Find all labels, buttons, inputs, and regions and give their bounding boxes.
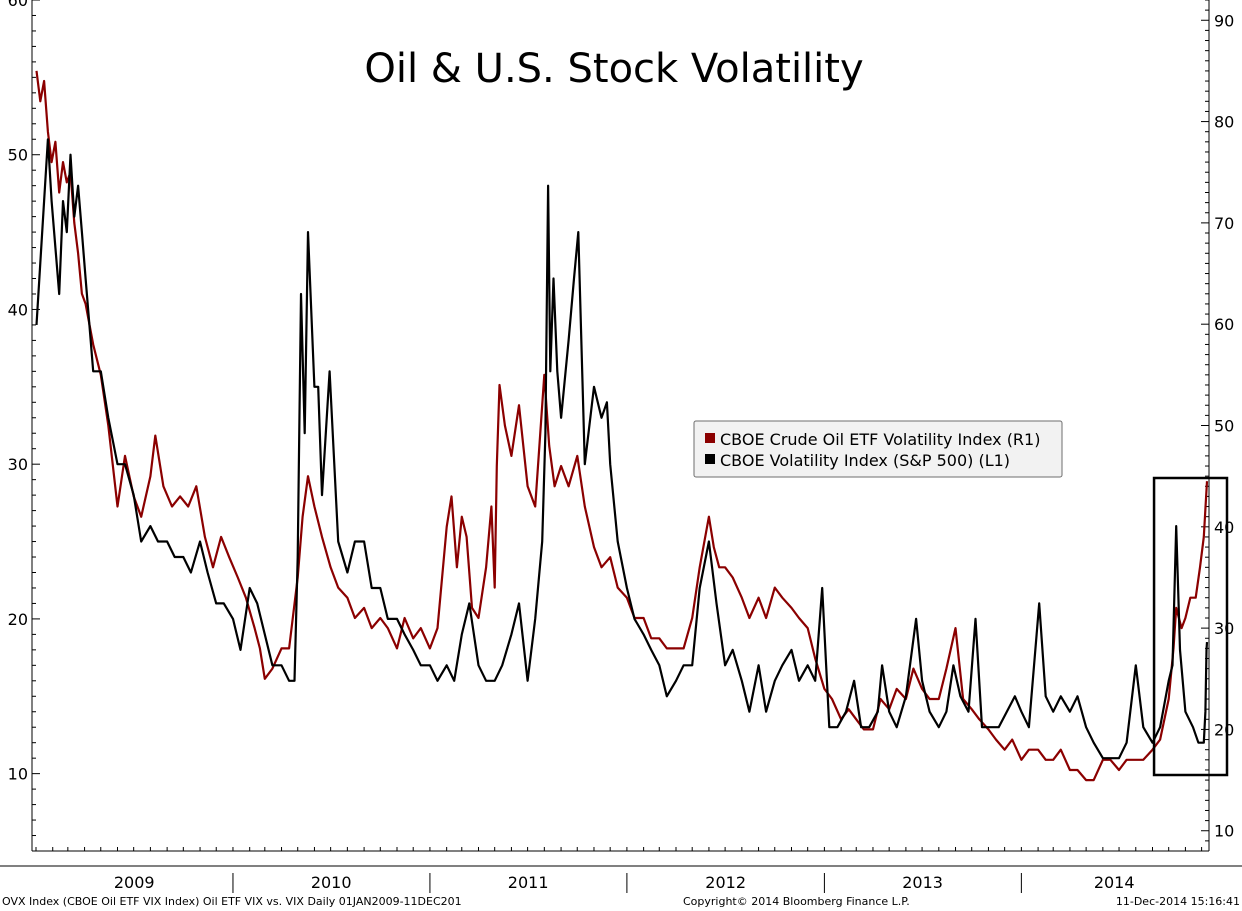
left-axis-tick-label: 50 [8,146,28,165]
left-axis-tick-label: 30 [8,455,28,474]
right-axis: 10 20 30 40 50 60 70 80 90 [1201,0,1234,852]
footer-copyright: Copyright© 2014 Bloomberg Finance L.P. [683,895,910,908]
x-axis: 2009 2010 2011 2012 2013 2014 [35,847,1203,893]
chart-title: Oil & U.S. Stock Volatility [364,46,863,92]
legend: CBOE Crude Oil ETF Volatility Index (R1)… [693,420,1063,478]
left-axis-tick-label: 60 [8,0,28,10]
series-layer [35,70,1209,782]
right-axis-tick-label: 90 [1214,11,1234,30]
legend-label-vix: CBOE Volatility Index (S&P 500) (L1) [720,451,1010,470]
legend-swatch-oil-vix [705,433,715,443]
x-axis-year-label: 2012 [705,873,746,892]
right-axis-tick-label: 10 [1214,822,1234,841]
right-axis-tick-label: 80 [1214,113,1234,132]
highlight-layer [1152,476,1229,777]
footer-timestamp: 11-Dec-2014 15:16:41 [1115,895,1240,908]
x-axis-year-label: 2009 [114,873,155,892]
oil-vix-series-line [35,70,1209,782]
left-axis-tick-label: 10 [8,765,28,784]
footer-source: OVX Index (CBOE Oil ETF VIX Index) Oil E… [2,895,462,908]
legend-box [693,420,1063,478]
legend-swatch-vix [705,454,715,464]
right-axis-tick-label: 40 [1214,518,1234,537]
vix-series-line [35,138,1209,760]
x-axis-year-label: 2010 [311,873,352,892]
x-axis-year-label: 2013 [902,873,943,892]
x-axis-year-label: 2011 [508,873,549,892]
recent-period-highlight-box [1152,476,1229,777]
left-axis: 10 20 30 40 50 60 [8,0,40,852]
left-axis-tick-label: 40 [8,300,28,319]
right-axis-tick-label: 50 [1214,417,1234,436]
right-axis-tick-label: 60 [1214,315,1234,334]
left-axis-tick-label: 20 [8,610,28,629]
right-axis-tick-label: 20 [1214,720,1234,739]
right-axis-tick-label: 30 [1214,619,1234,638]
x-axis-year-label: 2014 [1094,873,1135,892]
legend-label-oil-vix: CBOE Crude Oil ETF Volatility Index (R1) [720,430,1040,449]
right-axis-tick-label: 70 [1214,214,1234,233]
